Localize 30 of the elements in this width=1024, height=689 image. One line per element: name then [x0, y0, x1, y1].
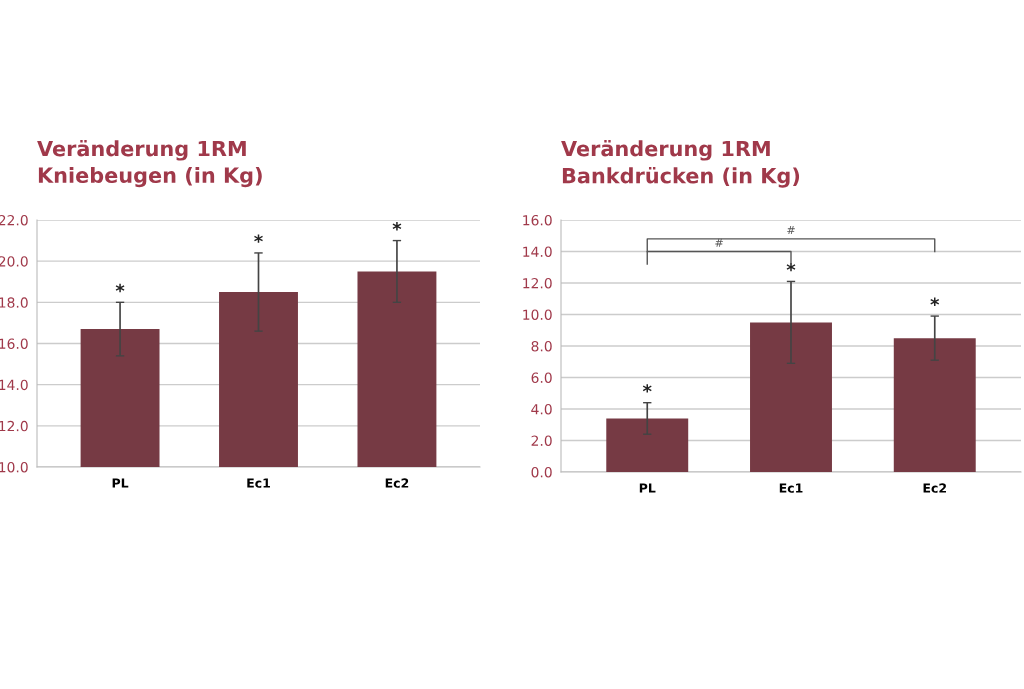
annotation: * [115, 283, 125, 293]
y-tick-label: 14.0 [0, 379, 28, 391]
x-tick-label: Ec1 [779, 483, 803, 493]
annotation: * [392, 222, 402, 231]
annotation: # [715, 238, 723, 247]
annotation: * [642, 384, 652, 393]
y-tick-label: 10.0 [523, 309, 552, 320]
x-tick-label: Ec2 [923, 483, 946, 493]
annotation: * [786, 262, 796, 272]
y-tick-label: 4.0 [531, 403, 552, 415]
x-tick-label: Ec1 [247, 478, 270, 488]
annotation: * [254, 234, 263, 243]
x-tick-label: PL [639, 483, 656, 493]
y-tick-label: 8.0 [531, 340, 552, 352]
chart-title: Veränderung 1RM Kniebeugen (in Kg) [37, 140, 262, 188]
x-tick-label: Ec2 [385, 478, 409, 488]
y-tick-label: 14.0 [523, 246, 552, 257]
x-tick-label: PL [112, 478, 129, 488]
y-tick-label: 16.0 [0, 338, 28, 349]
y-tick-label: 2.0 [531, 435, 552, 446]
y-tick-label: 18.0 [0, 297, 28, 308]
y-tick-label: 12.0 [0, 420, 28, 432]
y-tick-label: 6.0 [531, 372, 552, 383]
y-tick-label: 10.0 [0, 461, 28, 473]
annotation: * [930, 297, 940, 306]
chart-title: Veränderung 1RM Bankdrücken (in Kg) [561, 140, 800, 188]
y-tick-label: 0.0 [531, 466, 552, 478]
y-tick-label: 16.0 [523, 214, 552, 226]
annotation: # [787, 226, 795, 235]
y-tick-label: 12.0 [523, 277, 552, 289]
